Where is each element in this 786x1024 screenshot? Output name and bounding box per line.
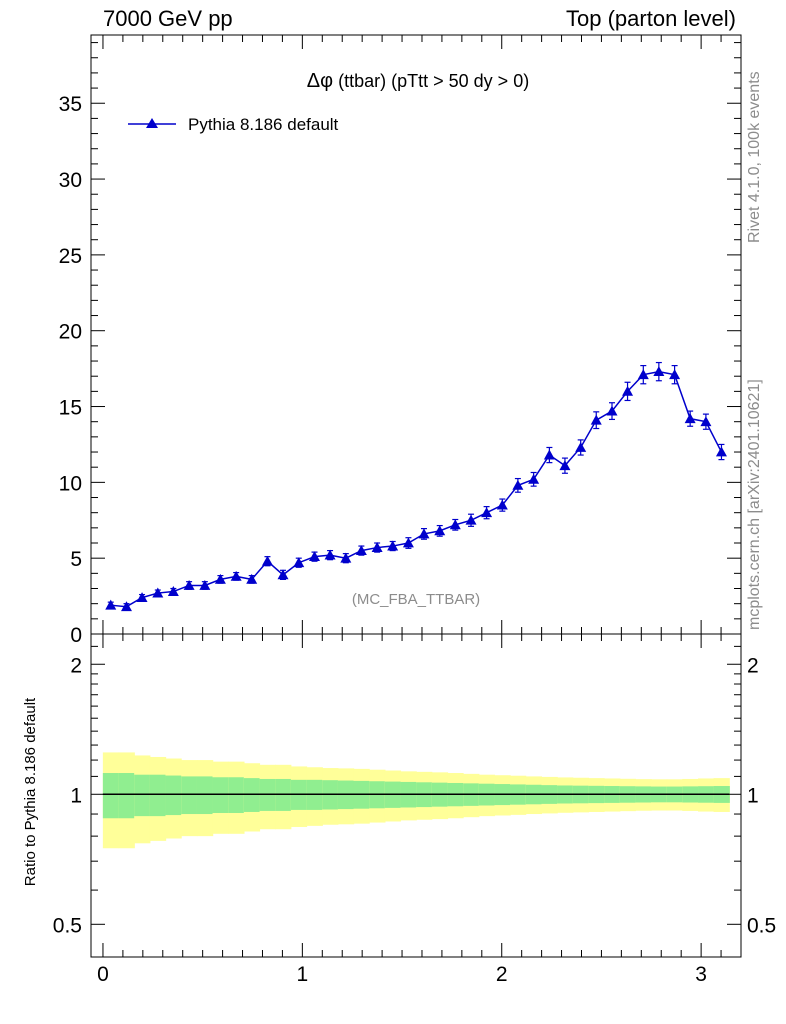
header-right: Top (parton level) bbox=[566, 6, 736, 31]
data-point bbox=[167, 586, 179, 596]
data-point bbox=[120, 601, 132, 612]
data-point bbox=[105, 599, 117, 610]
data-point bbox=[230, 570, 242, 581]
ratio-plot-frame bbox=[90, 633, 742, 958]
legend-marker bbox=[146, 118, 158, 128]
data-point bbox=[715, 446, 727, 457]
ratio-plot-ticks: 0.5 0.5 1 1 2 2 0 1 2 3 bbox=[53, 634, 776, 986]
ratio-ytick-label-right: 0.5 bbox=[747, 914, 776, 937]
data-point bbox=[669, 369, 681, 380]
watermark: (MC_FBA_TTBAR) bbox=[352, 591, 480, 608]
data-point bbox=[528, 473, 540, 484]
ratio-ytick-label: 0.5 bbox=[53, 914, 82, 937]
ratio-band-inner bbox=[102, 773, 120, 819]
ratio-band-inner bbox=[149, 774, 167, 817]
data-point bbox=[152, 587, 164, 598]
main-ytick-label: 35 bbox=[59, 93, 82, 116]
chart-title-symbol: Δφ bbox=[307, 70, 333, 92]
data-point bbox=[575, 441, 587, 452]
data-point bbox=[309, 551, 321, 562]
ratio-xtick-label: 3 bbox=[695, 963, 707, 986]
data-point bbox=[496, 499, 508, 510]
data-point bbox=[324, 549, 336, 560]
data-point bbox=[653, 366, 665, 377]
data-point bbox=[214, 573, 226, 584]
header-left: 7000 GeV pp bbox=[103, 6, 233, 31]
ratio-ytick-label-right: 1 bbox=[747, 784, 759, 807]
ratio-band-inner bbox=[134, 774, 151, 817]
data-point bbox=[418, 528, 430, 539]
data-point bbox=[261, 555, 273, 566]
chart-title: Δφ (ttbar) (pTtt > 50 dy > 0) bbox=[307, 70, 529, 92]
data-point bbox=[402, 537, 414, 548]
ratio-ytick-label-right: 2 bbox=[747, 654, 759, 677]
main-ytick-label: 30 bbox=[59, 169, 82, 192]
main-ytick-label: 5 bbox=[70, 548, 82, 571]
data-point bbox=[637, 369, 649, 380]
data-point bbox=[606, 405, 618, 416]
ratio-plot-border bbox=[90, 633, 742, 958]
data-point bbox=[449, 519, 461, 530]
chart-title-text: (ttbar) (pTtt > 50 dy > 0) bbox=[333, 71, 529, 91]
main-ytick-label: 25 bbox=[59, 245, 82, 268]
ratio-xtick-label: 2 bbox=[496, 963, 508, 986]
data-point bbox=[340, 552, 352, 563]
data-point bbox=[465, 514, 477, 525]
data-point bbox=[559, 460, 571, 471]
series-line bbox=[110, 370, 723, 608]
legend: Pythia 8.186 default bbox=[128, 115, 339, 134]
main-plot-ticks: 0 5 10 15 20 25 30 35 bbox=[59, 35, 741, 647]
ratio-xtick-label: 1 bbox=[297, 963, 309, 986]
data-point bbox=[590, 414, 602, 425]
data-point bbox=[246, 573, 258, 584]
main-ytick-label: 10 bbox=[59, 472, 82, 495]
data-point bbox=[684, 413, 696, 424]
legend-label: Pythia 8.186 default bbox=[188, 115, 339, 134]
ratio-band-inner bbox=[181, 776, 198, 815]
main-series bbox=[105, 361, 727, 612]
data-point bbox=[355, 545, 367, 555]
ratio-ytick-label: 1 bbox=[70, 784, 82, 807]
main-ytick-label: 20 bbox=[59, 321, 82, 344]
data-point bbox=[199, 579, 211, 590]
data-point bbox=[481, 507, 493, 518]
main-ytick-label: 15 bbox=[59, 397, 82, 420]
ratio-bands bbox=[102, 752, 730, 849]
data-point bbox=[434, 525, 446, 536]
ratio-band-inner bbox=[228, 777, 245, 813]
ratio-xtick-label: 0 bbox=[97, 963, 109, 986]
ratio-band-inner bbox=[165, 775, 182, 816]
ratio-ytick-label: 2 bbox=[70, 654, 82, 677]
data-point bbox=[371, 542, 383, 552]
data-point bbox=[183, 579, 195, 590]
data-point bbox=[277, 569, 289, 580]
ratio-ylabel: Ratio to Pythia 8.186 default bbox=[22, 697, 39, 886]
data-point bbox=[387, 540, 399, 551]
data-point bbox=[700, 416, 712, 427]
data-point bbox=[512, 479, 524, 490]
ratio-band-inner bbox=[243, 778, 261, 812]
ratio-band-inner bbox=[196, 776, 214, 815]
main-ytick-label: 0 bbox=[70, 624, 82, 647]
data-point bbox=[543, 449, 555, 460]
data-point bbox=[622, 385, 634, 396]
ratio-band-inner bbox=[212, 777, 229, 813]
data-point bbox=[136, 592, 148, 603]
ratio-band-inner bbox=[118, 773, 135, 819]
data-point bbox=[293, 557, 305, 568]
